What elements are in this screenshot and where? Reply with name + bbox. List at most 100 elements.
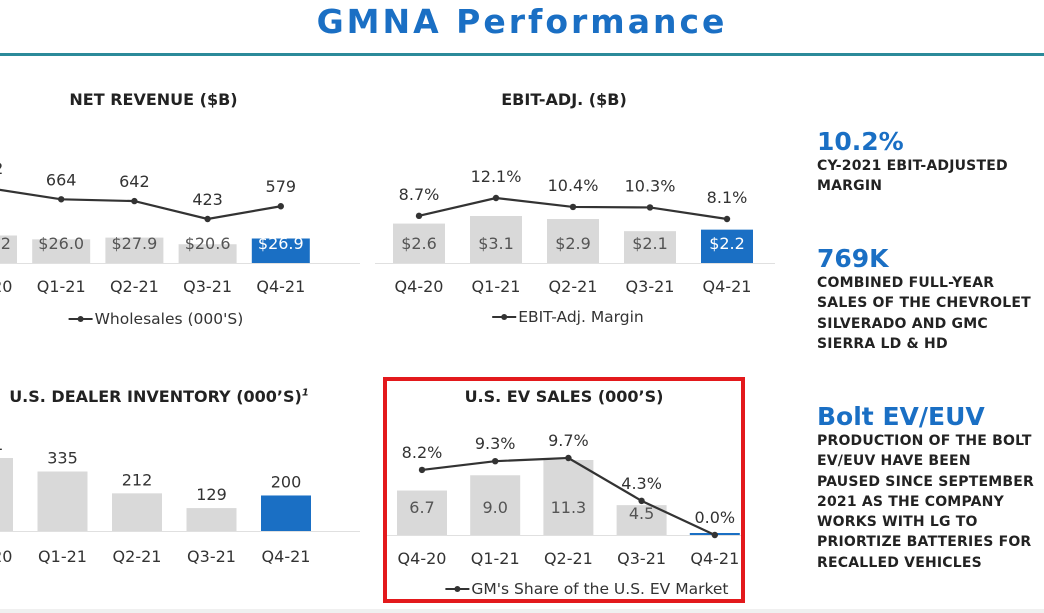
x-tick-label: Q3-21 [187,547,236,566]
bar-value-label: 212 [122,470,153,489]
series-point-label: 423 [192,190,223,209]
x-tick-label: Q1-21 [38,547,87,566]
x-tick-label: Q4-21 [690,549,739,568]
chart-title: EBIT-ADJ. ($B) [501,90,627,109]
legend-marker [501,314,508,320]
series-point [418,466,426,474]
highlight-box [383,377,745,603]
series-point-label: 9.3% [475,434,516,453]
legend: GM's Share of the U.S. EV Market2 [445,580,729,598]
series-point-label: 10.3% [625,176,676,195]
bar-value-label: 11.3 [551,498,587,517]
series-point-label: 12.1% [471,167,522,186]
x-tick-label: Q3-21 [626,277,675,296]
series-point-label: 10.4% [548,176,599,195]
stat-line: COMBINED FULL-YEAR [817,275,995,291]
stat-description: CY-2021 EBIT-ADJUSTED MARGIN [817,156,1042,197]
bar [0,235,17,263]
series-point-label: 8.1% [707,188,748,207]
bar [37,471,88,531]
stat-line: PAUSED SINCE SEPTEMBER [817,473,1034,490]
chart-svg: $2.6 $3.1 $2.9 $2.1 $2.2 8.7% 12.1% 10.4% 10.3% 8… [375,167,775,326]
chart-title: U.S. EV SALES (000’S) [464,387,664,406]
x-tick-label: Q4-21 [262,547,311,566]
bar [701,229,753,263]
x-tick-label: Q2-21 [549,277,598,296]
bar-value-label: $27.9 [111,234,157,253]
legend: EBIT-Adj. Margin [492,308,644,326]
bar-value-label: $3.1 [478,234,514,253]
series-point-label: 664 [46,170,77,189]
stat-ebit-margin: 10.2% CY-2021 EBIT-ADJUSTED MARGIN [817,128,1042,197]
chart-svg: 6.7 9.0 11.3 4.5 8.2% 9.3% 9.7% 4.3% 0.0% Q4-20 Q1… [383,431,745,598]
series-point [492,457,499,465]
x-tick-label: Q3-21 [617,549,666,568]
footnote-mark: 1 [301,387,309,399]
stat-line: EV/EUV HAVE BEEN [817,453,971,470]
bar [32,239,91,263]
legend-marker [454,586,461,592]
bar-value-label: $26.9 [258,234,304,253]
stat-line: WORKS WITH LG TO [817,514,978,531]
chart-svg: $30.2 $26.0 $27.9 $20.6 $26.9 802 664 642 423 579… [0,159,360,328]
bar [178,244,237,263]
series-point-label: 4.3% [621,474,662,493]
legend-label: GM's Share of the U.S. EV Market [471,580,728,598]
series-point [415,212,423,220]
page-title: GMNA Performance [316,2,728,41]
chart-svg: 411 335 212 129 200 Q4-20 Q1-21 Q2-21 Q3-21 Q4-21 [0,435,360,566]
bar-value-label: 129 [196,485,227,504]
series-point [565,454,572,462]
stat-line: 2021 AS THE COMPANY [817,493,1004,510]
x-tick-label: Q2-21 [113,547,162,566]
bar [616,505,667,535]
stat-line: RECALLED VEHICLES [817,554,982,571]
ev-sales-chart: U.S. EV SALES (000’S) 6.7 9.0 11.3 4.5 8.2% 9… [383,377,745,603]
stat-value: Bolt EV/EUV [817,402,985,431]
bar-value-label: 411 [0,435,3,454]
bar-value-label: $26.0 [38,234,84,253]
net-revenue-chart: NET REVENUE ($B) $30.2 $26.0 $27.9 $20.6 $26… [0,85,360,335]
bar-value-label: $2.6 [401,234,437,253]
footer-strip [0,609,1044,613]
series-point-label: 642 [119,172,150,191]
x-tick-label: Q4-20 [395,277,444,296]
chart-title: U.S. DEALER INVENTORY (000’S)1 [0,387,318,406]
ebit-adj-chart: EBIT-ADJ. ($B) $2.6 $3.1 $2.9 $2.1 $2.2 8.7% 1… [375,85,775,335]
series-point [58,196,65,203]
bar [470,216,522,263]
bar-value-label: $2.9 [555,234,591,253]
legend-label: EBIT-Adj. Margin [518,308,644,326]
bar-value-label: $2.2 [709,234,745,253]
chart-title: NET REVENUE ($B) [69,90,238,109]
series-point-label: 8.7% [399,185,440,204]
stat-line: SIERRA LD & HD [817,335,948,352]
series-point [277,203,284,210]
x-tick-label: Q4-21 [256,277,305,296]
series-point-label: 802 [0,159,3,178]
stat-value: 769K [817,244,889,273]
stat-line: CY-2021 EBIT-ADJUSTED [817,158,1008,174]
series-point-label: 0.0% [694,508,735,527]
legend: Wholesales (000'S) [68,310,244,328]
legend-label: Wholesales (000'S) [95,310,244,328]
title-rule [0,53,1044,56]
stat-value: 10.2% [817,127,904,156]
series-point [646,204,654,211]
series-point [638,497,645,505]
bar-value-label: $2.1 [632,234,668,253]
stat-line: SALES OF THE CHEVROLET [817,295,1031,312]
x-tick-label: Q4-20 [0,547,12,566]
x-tick-label: Q2-21 [110,277,159,296]
bar [105,237,164,263]
legend-marker [77,316,84,322]
stat-silverado-sales: 769K COMBINED FULL-YEAR SALES OF THE CHE… [817,245,1042,354]
stat-bolt: Bolt EV/EUV PRODUCTION OF THE BOLT EV/EU… [817,403,1042,573]
dealer-inventory-chart: U.S. DEALER INVENTORY (000’S)1 411 335 212… [0,383,360,598]
series-point [131,197,138,205]
x-tick-label: Q1-21 [472,277,521,296]
bar [543,460,594,535]
x-tick-label: Q1-21 [37,277,86,296]
bar [393,223,445,263]
bar-value-label: 9.0 [482,498,507,517]
